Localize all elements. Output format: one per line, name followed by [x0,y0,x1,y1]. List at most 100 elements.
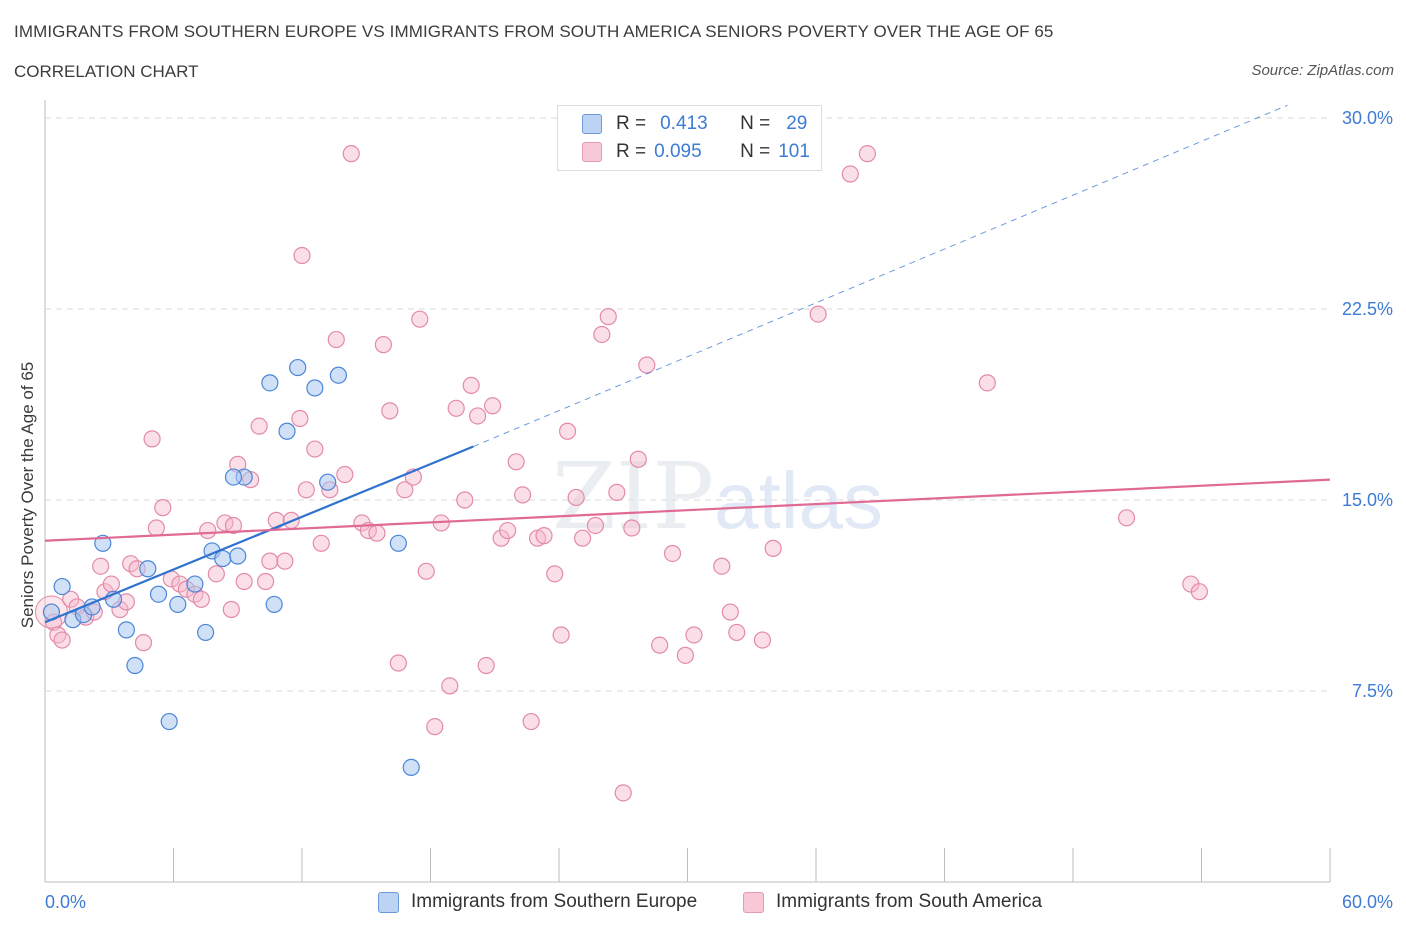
data-point-south-america [327,330,345,349]
data-point-south-america [336,465,354,484]
data-point-south-america [713,557,731,575]
data-point-south-america [143,430,161,448]
data-point-south-america [192,590,210,608]
data-point-south-america [154,499,172,517]
legend-row-south-america: R = 0.095 N = 101 [582,139,810,165]
data-point-south-america [306,440,324,458]
data-point-south-america [368,524,386,542]
legend-swatch-pink [582,142,602,162]
data-point-south-america [447,399,465,417]
bottom-legend-swatch-pink [743,891,764,913]
data-point-south-america [147,519,165,537]
chart-subtitle: CORRELATION CHART [14,62,199,81]
x-tick-label: 60.0% [1342,892,1393,912]
data-point-southern-europe [149,585,168,603]
y-tick-label: 15.0% [1342,490,1393,510]
data-point-south-america [546,565,564,583]
data-point-south-america [374,336,392,354]
chart-title: IMMIGRANTS FROM SOUTHERN EUROPE VS IMMIG… [14,22,1054,41]
bottom-legend-southern-europe: Immigrants from Southern Europe [378,889,697,915]
data-point-south-america [222,600,240,619]
data-point-south-america [567,488,585,507]
data-point-southern-europe [329,366,348,384]
data-point-south-america [417,562,435,580]
data-point-southern-europe [224,468,243,486]
data-point-south-america [858,145,877,163]
legend-swatch-blue [582,114,602,134]
y-axis-label: Seniors Poverty Over the Age of 65 [18,361,37,629]
legend-n-label: N = [740,141,771,162]
data-point-south-america [558,422,577,440]
data-point-southern-europe [319,473,337,491]
data-point-south-america [53,631,71,649]
data-point-south-america [499,521,517,540]
data-point-southern-europe [389,534,407,552]
data-point-south-america [721,603,739,621]
data-point-southern-europe [229,547,247,565]
y-tick-label: 22.5% [1342,299,1393,319]
trend-lines [44,104,1331,624]
data-point-south-america [535,527,553,545]
data-point-south-america [623,519,641,537]
data-point-south-america [381,402,399,420]
data-point-south-america [134,634,153,652]
data-point-south-america [841,165,859,183]
data-point-southern-europe [289,358,307,377]
data-point-south-america [638,356,656,374]
legend-row-southern-europe: R = 0.413 N = 29 [582,111,807,137]
data-point-south-america [441,677,459,695]
data-point-south-america [1190,583,1208,601]
data-point-south-america [389,654,407,672]
data-point-southern-europe [139,560,157,578]
data-point-south-america [608,483,626,501]
bottom-legend-south-america: Immigrants from South America [743,889,1042,915]
data-point-south-america [629,450,647,468]
data-point-south-america [477,656,495,675]
bottom-legend-label: Immigrants from Southern Europe [411,891,698,912]
data-point-south-america [261,552,279,570]
y-tick-label: 7.5% [1352,681,1393,701]
data-point-south-america [342,145,360,163]
bottom-legend-swatch-blue [378,891,399,913]
tick-labels: 7.5% 15.0% 22.5% 30.0% 0.0% 60.0% [45,108,1393,912]
legend-n-value: 101 [778,141,810,162]
data-point-south-america [522,712,540,731]
data-point-south-america [685,626,703,644]
data-point-south-america [663,544,682,563]
data-point-southern-europe [261,374,279,392]
data-point-south-america [809,305,827,323]
trend-line-southern-europe-extension [473,104,1288,447]
axes-layer [44,100,1331,883]
data-point-southern-europe [214,549,232,568]
data-point-south-america [753,631,772,649]
data-point-southern-europe [169,595,187,614]
data-point-south-america [256,572,275,591]
data-point-southern-europe [186,575,204,593]
data-point-south-america [552,626,570,644]
data-point-southern-europe [94,534,112,552]
data-point-south-america [276,552,294,570]
data-point-south-america [764,539,782,557]
data-point-south-america [297,481,315,499]
trend-line-southern-europe [44,445,474,624]
data-point-southern-europe [117,621,135,639]
data-point-south-america [250,417,268,435]
data-point-south-america [235,572,253,591]
data-point-southern-europe [306,379,324,397]
trend-line-south-america [44,478,1331,542]
data-point-south-america [469,407,487,425]
bottom-legend-label: Immigrants from South America [776,891,1043,912]
data-point-south-america [293,246,311,265]
legend-r-label: R = [616,141,647,162]
source-credit: Source: ZipAtlas.com [1251,62,1394,79]
y-tick-label: 30.0% [1342,108,1393,128]
legend-n-value: 29 [786,113,808,134]
data-point-south-america [507,453,525,471]
data-point-south-america [513,486,532,504]
data-point-south-america [484,397,502,415]
data-point-south-america [651,636,669,654]
data-point-southern-europe [126,656,144,675]
data-point-south-america [224,516,243,535]
data-point-south-america [199,521,217,540]
data-point-south-america [676,646,694,664]
